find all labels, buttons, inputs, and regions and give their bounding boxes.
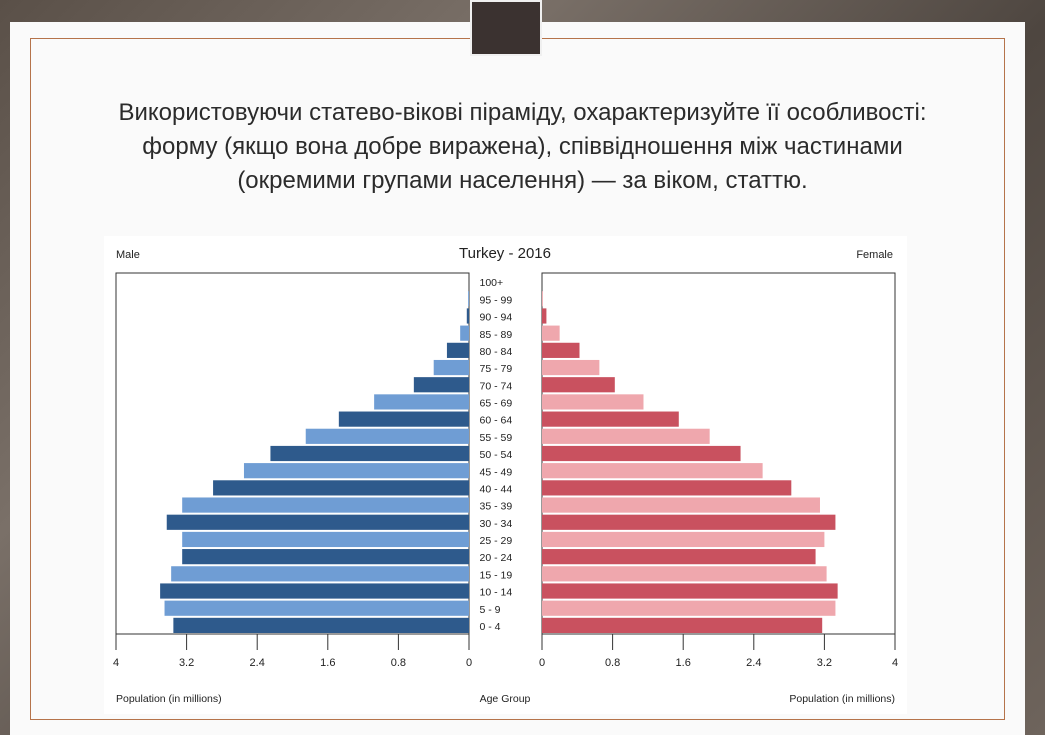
x-tick-label-male: 2.4 xyxy=(250,657,265,669)
male-bar xyxy=(460,325,469,341)
female-bar xyxy=(542,600,836,616)
male-bar xyxy=(182,549,469,565)
female-bar xyxy=(542,497,820,513)
male-bar xyxy=(305,428,469,444)
x-tick-label-female: 1.6 xyxy=(676,657,691,669)
female-bar xyxy=(542,291,543,307)
x-tick-label-male: 4 xyxy=(113,657,119,669)
male-bar xyxy=(413,377,469,393)
age-group-label: 90 - 94 xyxy=(480,312,513,324)
age-group-label: 0 - 4 xyxy=(480,621,501,633)
age-group-label: 35 - 39 xyxy=(480,501,513,513)
male-bar xyxy=(182,497,469,513)
pyramid-svg: Male Turkey - 2016 Female 100+ 95 - 99 90 - 9… xyxy=(113,245,898,705)
age-group-label: 65 - 69 xyxy=(480,398,513,410)
x-tick-label-female: 0 xyxy=(539,657,545,669)
x-tick-label-female: 0.8 xyxy=(605,657,620,669)
age-group-label: 15 - 19 xyxy=(480,569,513,581)
age-group-label: 80 - 84 xyxy=(480,346,513,358)
slide-pin-decoration xyxy=(470,0,542,56)
age-group-label: 95 - 99 xyxy=(480,294,513,306)
male-bar xyxy=(338,411,469,427)
female-bar xyxy=(542,394,644,410)
x-tick-label-male: 0.8 xyxy=(391,657,406,669)
age-group-label: 85 - 89 xyxy=(480,329,513,341)
x-axis-title-female: Population (in millions) xyxy=(789,693,895,705)
age-group-label: 25 - 29 xyxy=(480,535,513,547)
male-bar xyxy=(243,463,469,479)
male-bar xyxy=(468,291,469,307)
age-group-label: 10 - 14 xyxy=(480,587,513,599)
female-bar xyxy=(542,531,825,548)
slide-title: Використовуючи статево-вікові піраміду, … xyxy=(118,99,927,194)
x-tick-label-female: 4 xyxy=(892,657,898,669)
age-group-label: 75 - 79 xyxy=(480,363,513,375)
male-bar xyxy=(171,566,469,582)
x-tick-label-female: 2.4 xyxy=(746,657,761,669)
male-bar xyxy=(182,531,469,548)
age-group-label: 5 - 9 xyxy=(480,604,501,616)
age-group-label: 50 - 54 xyxy=(480,449,513,461)
male-bar xyxy=(446,342,469,358)
male-bar xyxy=(173,617,470,633)
female-bar xyxy=(542,617,823,633)
female-bar xyxy=(542,308,547,324)
female-bar xyxy=(542,342,580,358)
female-bar xyxy=(542,445,741,462)
x-tick-label-male: 1.6 xyxy=(320,657,335,669)
male-bar xyxy=(466,308,469,324)
male-bar xyxy=(433,359,469,376)
age-group-label: 40 - 44 xyxy=(480,483,513,495)
chart-title: Turkey - 2016 xyxy=(459,245,551,262)
female-bar xyxy=(542,428,710,444)
female-bar xyxy=(542,549,816,565)
female-bar xyxy=(542,377,615,393)
age-group-label: 45 - 49 xyxy=(480,466,513,478)
x-axis-title-male: Population (in millions) xyxy=(116,693,222,705)
male-bar xyxy=(166,514,469,530)
male-bar xyxy=(160,583,469,599)
age-group-label: 60 - 64 xyxy=(480,415,513,427)
male-bar xyxy=(374,394,469,410)
x-tick-label-female: 3.2 xyxy=(817,657,832,669)
age-group-label: 55 - 59 xyxy=(480,432,513,444)
female-bar xyxy=(542,566,827,582)
female-bar xyxy=(542,325,560,341)
female-bar xyxy=(542,463,763,479)
age-group-label: 30 - 34 xyxy=(480,518,513,530)
female-bar xyxy=(542,480,792,496)
x-tick-label-male: 0 xyxy=(466,657,472,669)
male-bar xyxy=(270,445,469,462)
age-group-label: 70 - 74 xyxy=(480,380,513,392)
male-bar xyxy=(164,600,469,616)
female-bar xyxy=(542,514,836,530)
age-group-label: 100+ xyxy=(480,277,504,289)
x-tick-label-male: 3.2 xyxy=(179,657,194,669)
female-bar xyxy=(542,411,679,427)
male-bar xyxy=(213,480,469,496)
female-bar xyxy=(542,583,838,599)
chart-female-label: Female xyxy=(856,249,893,261)
age-group-label: 20 - 24 xyxy=(480,552,513,564)
population-pyramid-chart: Male Turkey - 2016 Female 100+ 95 - 99 90 - 9… xyxy=(104,236,907,714)
x-axis-title-age: Age Group xyxy=(480,693,531,705)
female-bar xyxy=(542,359,600,376)
chart-male-label: Male xyxy=(116,249,140,261)
